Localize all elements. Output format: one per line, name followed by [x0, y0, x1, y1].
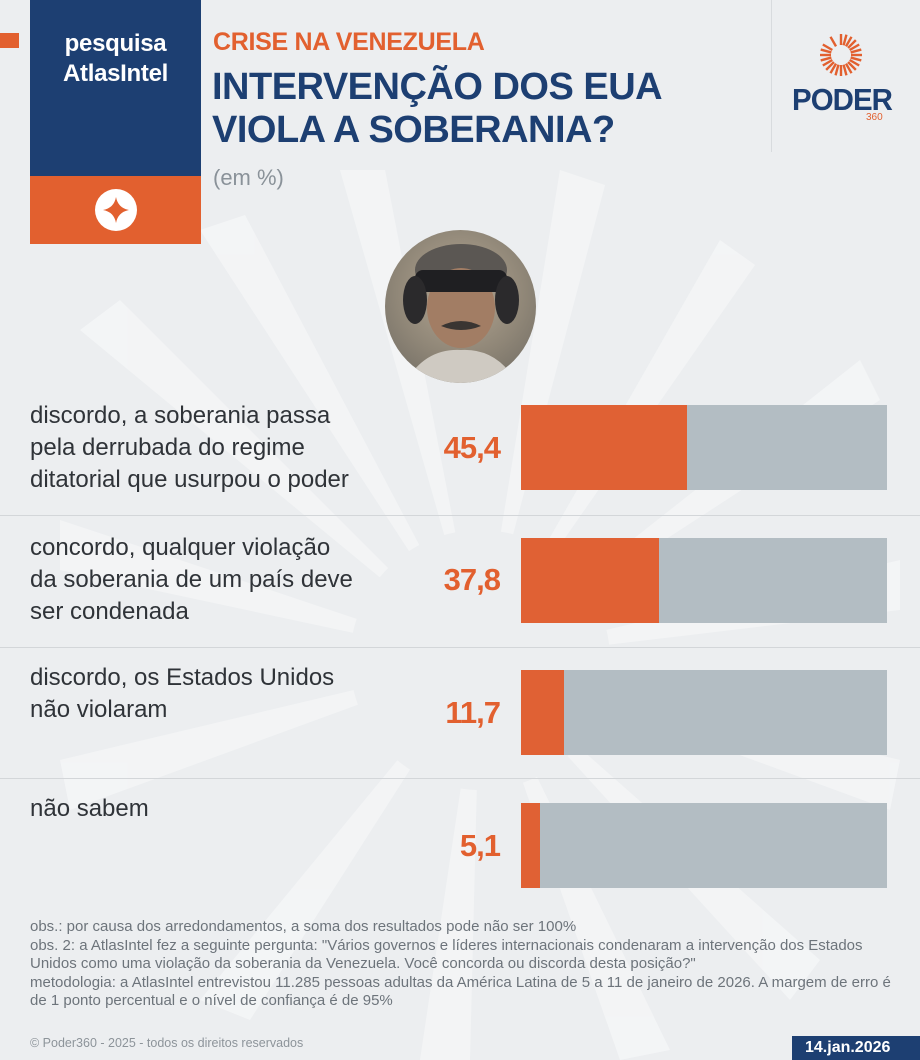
atlasintel-label-block: pesquisa AtlasIntel	[30, 0, 201, 176]
poder360-logo: PODER 360	[790, 32, 893, 128]
bar-track	[521, 405, 887, 490]
poder360-sunburst-icon	[820, 34, 862, 76]
page-title: INTERVENÇÃO DOS EUA VIOLA A SOBERANIA?	[212, 66, 663, 152]
answer-label-discordo-derrubada: discordo, a soberania passa pela derruba…	[30, 402, 349, 493]
answer-label-concordo-condenada: concordo, qualquer violação da soberania…	[30, 534, 353, 625]
bar-fill	[521, 405, 688, 490]
unit-label: (em %)	[213, 165, 284, 190]
poder-360-suffix: 360	[866, 112, 883, 123]
title-line-2: VIOLA A SOBERANIA?	[212, 109, 615, 151]
atlasintel-survey-badge: pesquisa AtlasIntel	[30, 0, 201, 244]
survey-label-line1: pesquisa	[64, 30, 167, 57]
answer-value: 37,8	[443, 562, 501, 597]
bar-fill	[521, 538, 660, 623]
row-divider	[0, 515, 920, 516]
footnote-methodology: metodologia: a AtlasIntel entrevistou 11…	[30, 973, 891, 1010]
copyright-notice: © Poder360 - 2025 - todos os direitos re…	[30, 1036, 304, 1050]
poder-wordmark: PODER	[792, 82, 893, 117]
survey-label-line2: AtlasIntel	[62, 60, 169, 87]
header-vertical-divider	[771, 0, 772, 152]
bar-fill	[521, 670, 564, 755]
section-kicker: CRISE NA VENEZUELA	[213, 28, 485, 56]
footnotes: obs.: por causa dos arredondamentos, a s…	[30, 918, 900, 1011]
answer-value: 45,4	[443, 430, 501, 465]
answer-value: 5,1	[459, 828, 501, 863]
atlasintel-logo-block	[30, 176, 201, 244]
answer-value: 11,7	[445, 695, 501, 730]
bar-track	[521, 803, 887, 888]
bar-track	[521, 538, 887, 623]
row-divider	[0, 647, 920, 648]
footnote-rounding: obs.: por causa dos arredondamentos, a s…	[30, 918, 577, 935]
answer-label-discordo-nao-violaram: discordo, os Estados Unidos não violaram	[30, 664, 335, 723]
publication-date-badge: 14.jan.2026	[792, 1036, 920, 1060]
answer-label-nao-sabem: não sabem	[30, 795, 149, 822]
title-line-1: INTERVENÇÃO DOS EUA	[212, 66, 663, 108]
footnote-question: obs. 2: a AtlasIntel fez a seguinte perg…	[30, 936, 863, 973]
row-divider	[0, 778, 920, 779]
bar-track	[521, 670, 887, 755]
bar-fill	[521, 803, 540, 888]
person-portrait	[385, 230, 536, 383]
atlasintel-compass-icon	[94, 189, 137, 231]
orange-accent-tab	[0, 33, 19, 48]
